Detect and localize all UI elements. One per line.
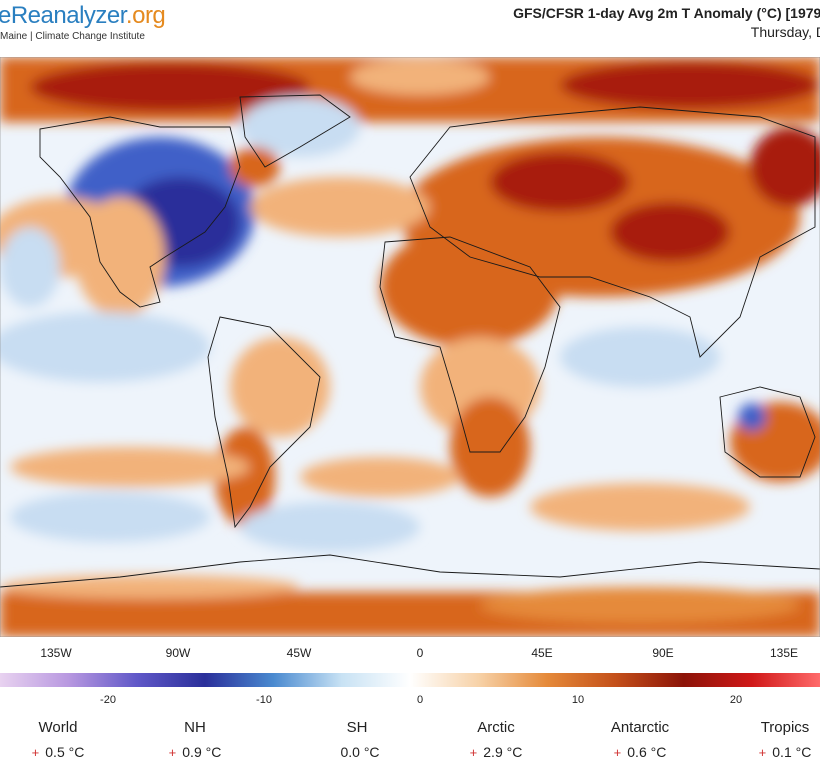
stat-region-name: Antarctic (610, 719, 670, 736)
stat-region-name: Tropics (760, 719, 810, 736)
stat-sign: + (168, 745, 177, 760)
scale-label-10: 10 (571, 694, 585, 706)
greenland-outline (239, 94, 351, 168)
stat-arctic: Arctic +2.9 °C (426, 718, 566, 760)
stat-sign: + (758, 745, 767, 760)
longitude-axis: 135W 90W 45W 0 45E 90E 135E (0, 638, 820, 668)
stat-sign: + (613, 745, 622, 760)
lon-label-45e: 45E (531, 646, 553, 660)
stat-nh: NH +0.9 °C (125, 718, 265, 760)
continent-outlines (0, 94, 820, 588)
stat-region-name: World (38, 719, 78, 736)
stat-value: 0.6 °C (627, 744, 667, 760)
north-america-outline (39, 116, 241, 308)
lon-label-135w: 135W (40, 646, 72, 660)
scale-label-0: 0 (416, 694, 424, 706)
scale-label-20: 20 (729, 694, 743, 706)
lon-label-135e: 135E (769, 646, 799, 660)
europe-asia-outline (409, 106, 816, 358)
lon-label-0: 0 (416, 646, 424, 660)
institution-subline: Maine | Climate Change Institute (0, 31, 145, 42)
anomaly-map[interactable] (0, 57, 820, 637)
stat-region-name: SH (346, 719, 368, 736)
map-date: Thursday, D (750, 24, 820, 40)
stat-value: 0.5 °C (45, 744, 85, 760)
anomaly-field (0, 57, 820, 637)
lon-label-90w: 90W (165, 646, 191, 660)
stat-sh: SH 0.0 °C (287, 718, 427, 760)
stat-antarctic: Antarctic +0.6 °C (570, 718, 710, 760)
scale-label-minus20: -20 (100, 694, 116, 706)
lon-label-45w: 45W (286, 646, 312, 660)
stat-region-name: NH (184, 719, 206, 736)
stat-sign: + (31, 745, 40, 760)
stat-value: 2.9 °C (483, 744, 523, 760)
header: eReanalyzer.org Maine | Climate Change I… (0, 0, 820, 56)
lon-label-90e: 90E (652, 646, 674, 660)
australia-outline (719, 386, 816, 478)
regional-stats: World +0.5 °C NH +0.9 °C SH 0.0 °C Arcti… (0, 718, 820, 770)
scale-label-minus10: -10 (256, 694, 272, 706)
stat-value: 0.9 °C (182, 744, 222, 760)
africa-outline (379, 236, 561, 453)
south-america-outline (207, 316, 321, 529)
logo-tld-text: .org (125, 2, 166, 29)
map-title: GFS/CFSR 1-day Avg 2m T Anomaly (°C) [19… (513, 5, 820, 21)
color-scale-labels: -20 -10 0 10 20 (0, 690, 820, 708)
stat-region-name: Arctic (477, 719, 515, 736)
antarctica-outline (0, 554, 820, 588)
color-scale-bar (0, 673, 820, 687)
stat-tropics: Tropics +0.1 °C (715, 718, 820, 760)
site-logo[interactable]: eReanalyzer.org (0, 2, 166, 30)
stat-value: 0.1 °C (772, 744, 812, 760)
stat-sign: + (469, 745, 478, 760)
stat-value: 0.0 °C (340, 744, 380, 760)
logo-main-text: eReanalyzer (0, 2, 126, 29)
stat-world: World +0.5 °C (0, 718, 128, 760)
